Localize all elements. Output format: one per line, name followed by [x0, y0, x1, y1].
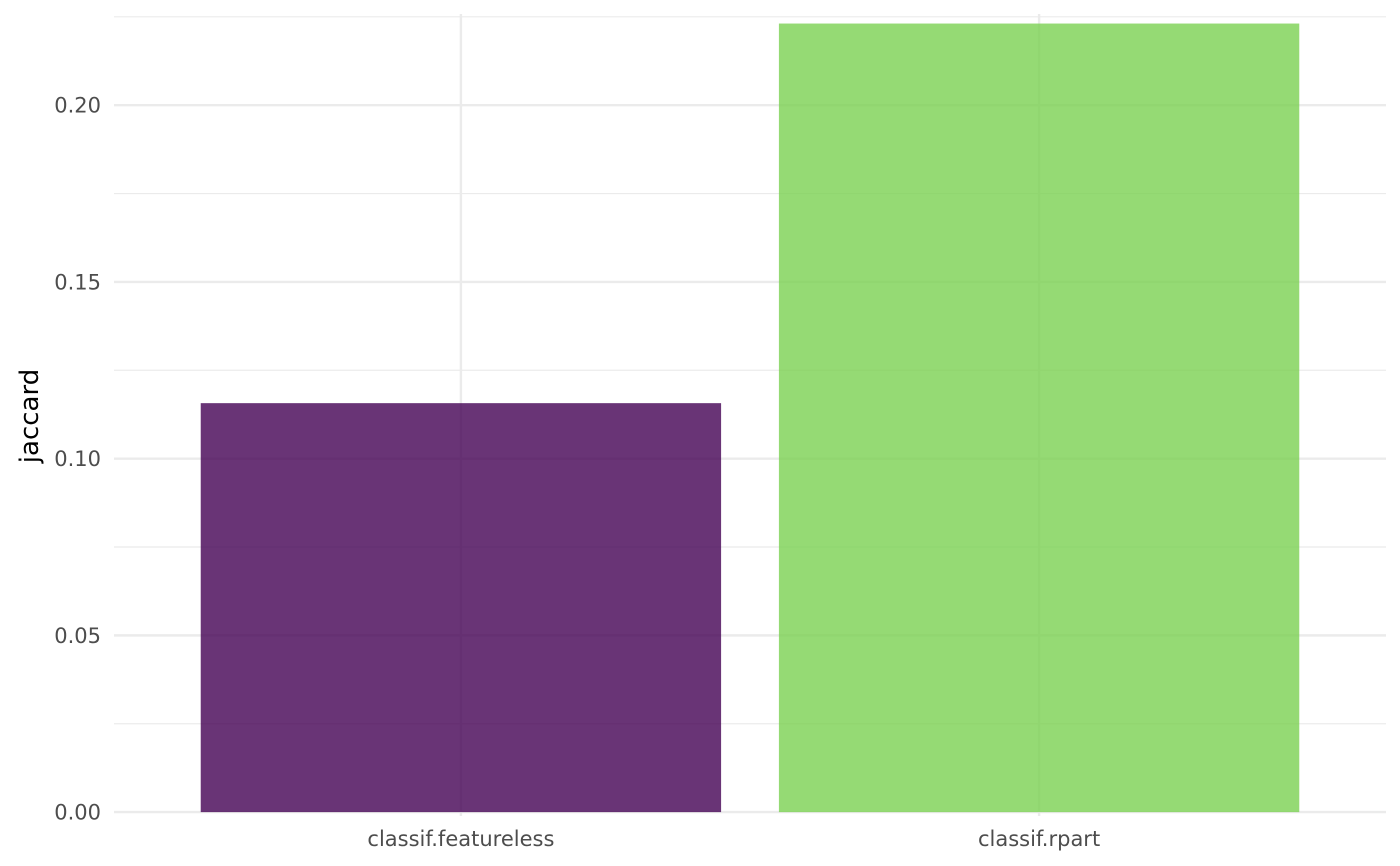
y-tick-label: 0.10 — [54, 447, 101, 471]
y-tick-label: 0.00 — [54, 801, 101, 825]
y-tick-label: 0.05 — [54, 624, 101, 648]
bar-classif-rpart — [778, 23, 1300, 813]
x-axis-tick-labels: classif.featureless classif.rpart — [367, 827, 1100, 851]
y-axis-tick-labels: 0.00 0.05 0.10 0.15 0.20 — [54, 94, 101, 825]
x-tick-label: classif.rpart — [978, 827, 1100, 851]
y-axis-title: jaccard — [15, 369, 45, 464]
y-tick-label: 0.20 — [54, 94, 101, 118]
y-tick-label: 0.15 — [54, 270, 101, 294]
bars — [200, 23, 1300, 813]
x-tick-label: classif.featureless — [367, 827, 554, 851]
bar-classif-featureless — [200, 403, 722, 813]
